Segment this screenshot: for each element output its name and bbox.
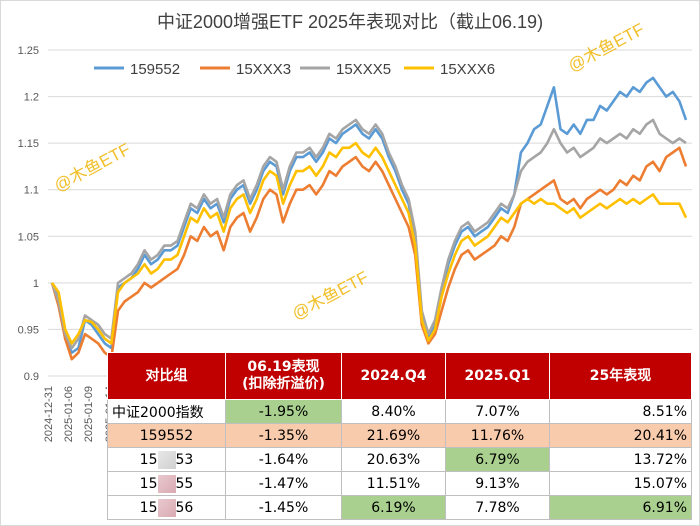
row-y25: 8.51% bbox=[549, 399, 692, 424]
row-q1: 11.76% bbox=[445, 423, 550, 448]
table-row: 15 53 -1.64% 20.63% 6.79% 13.72% bbox=[107, 447, 692, 472]
row-q4: 8.40% bbox=[341, 399, 446, 424]
y-tick-label: 1.2 bbox=[24, 92, 39, 104]
chart-title: 中证2000增强ETF 2025年表现对比（截止06.19) bbox=[157, 12, 543, 32]
legend-label: 159552 bbox=[130, 61, 180, 78]
row-name-head: 15 bbox=[139, 451, 158, 468]
series-line-15XXX3 bbox=[50, 146, 688, 361]
header-group: 对比组 bbox=[107, 352, 226, 400]
row-0619: -1.35% bbox=[225, 423, 342, 448]
y-tick-label: 1.05 bbox=[18, 231, 39, 243]
table-row: 159552 -1.35% 21.69% 11.76% 20.41% bbox=[107, 423, 692, 448]
header-q4: 2024.Q4 bbox=[341, 352, 446, 400]
x-tick-label: 2024-12-31 bbox=[43, 386, 55, 442]
legend-label: 15XXX3 bbox=[236, 61, 291, 78]
header-0619-line2: (扣除折溢价) bbox=[242, 376, 325, 392]
y-tick-label: 0.95 bbox=[18, 324, 39, 336]
row-q1: 7.07% bbox=[445, 399, 550, 424]
row-name-head: 15 bbox=[139, 475, 158, 492]
header-0619: 06.19表现 (扣除折溢价) bbox=[225, 352, 342, 400]
row-q4: 21.69% bbox=[341, 423, 446, 448]
row-name-tail: 55 bbox=[175, 475, 194, 492]
watermark-text: @木鱼ETF bbox=[51, 140, 134, 196]
row-0619: -1.47% bbox=[225, 471, 342, 496]
table-row: 15 55 -1.47% 11.51% 9.13% 15.07% bbox=[107, 471, 692, 496]
row-q1: 9.13% bbox=[445, 471, 550, 496]
series-line-159552 bbox=[50, 76, 688, 355]
x-tick-label: 2025-01-09 bbox=[83, 386, 95, 442]
y-tick-label: 1.25 bbox=[18, 45, 39, 57]
row-name: 15 56 bbox=[107, 495, 226, 520]
table-row: 中证2000指数 -1.95% 8.40% 7.07% 8.51% bbox=[107, 399, 692, 424]
row-name-tail: 53 bbox=[175, 451, 194, 468]
row-y25: 15.07% bbox=[549, 471, 692, 496]
row-y25: 6.91% bbox=[549, 495, 692, 520]
redacted-mask bbox=[157, 450, 176, 469]
row-y25: 20.41% bbox=[549, 423, 692, 448]
y-tick-label: 1.15 bbox=[18, 138, 39, 150]
x-tick-label: 2025-01-06 bbox=[63, 386, 75, 442]
row-q1: 7.78% bbox=[445, 495, 550, 520]
row-q4: 11.51% bbox=[341, 471, 446, 496]
y-tick-label: 1 bbox=[33, 278, 39, 290]
watermark-text: @木鱼ETF bbox=[289, 268, 372, 324]
row-0619: -1.64% bbox=[225, 447, 342, 472]
row-name-tail: 56 bbox=[175, 499, 194, 516]
series-line-15XXX6 bbox=[50, 141, 688, 345]
legend-label: 15XXX6 bbox=[440, 61, 495, 78]
table-header-row: 对比组 06.19表现 (扣除折溢价) 2024.Q4 2025.Q1 25年表… bbox=[107, 352, 692, 400]
watermark-text: @木鱼ETF bbox=[565, 20, 648, 76]
header-0619-line1: 06.19表现 bbox=[247, 359, 320, 375]
row-0619: -1.45% bbox=[225, 495, 342, 520]
row-name: 15 53 bbox=[107, 447, 226, 472]
row-q4: 6.19% bbox=[341, 495, 446, 520]
row-name: 中证2000指数 bbox=[107, 399, 226, 424]
table-row: 15 56 -1.45% 6.19% 7.78% 6.91% bbox=[107, 495, 692, 520]
y-tick-label: 1.1 bbox=[24, 185, 39, 197]
row-q1: 6.79% bbox=[445, 447, 550, 472]
row-name: 159552 bbox=[107, 423, 226, 448]
legend-label: 15XXX5 bbox=[336, 61, 391, 78]
header-y25: 25年表现 bbox=[549, 352, 692, 400]
series-line-15XXX5 bbox=[50, 118, 687, 350]
y-tick-label: 0.9 bbox=[24, 371, 39, 383]
row-y25: 13.72% bbox=[549, 447, 692, 472]
comparison-table: 对比组 06.19表现 (扣除折溢价) 2024.Q4 2025.Q1 25年表… bbox=[107, 352, 692, 520]
header-q1: 2025.Q1 bbox=[445, 352, 550, 400]
row-name-head: 15 bbox=[139, 499, 158, 516]
row-q4: 20.63% bbox=[341, 447, 446, 472]
row-name: 15 55 bbox=[107, 471, 226, 496]
redacted-mask bbox=[157, 498, 176, 517]
redacted-mask bbox=[157, 474, 176, 493]
row-0619: -1.95% bbox=[225, 399, 342, 424]
